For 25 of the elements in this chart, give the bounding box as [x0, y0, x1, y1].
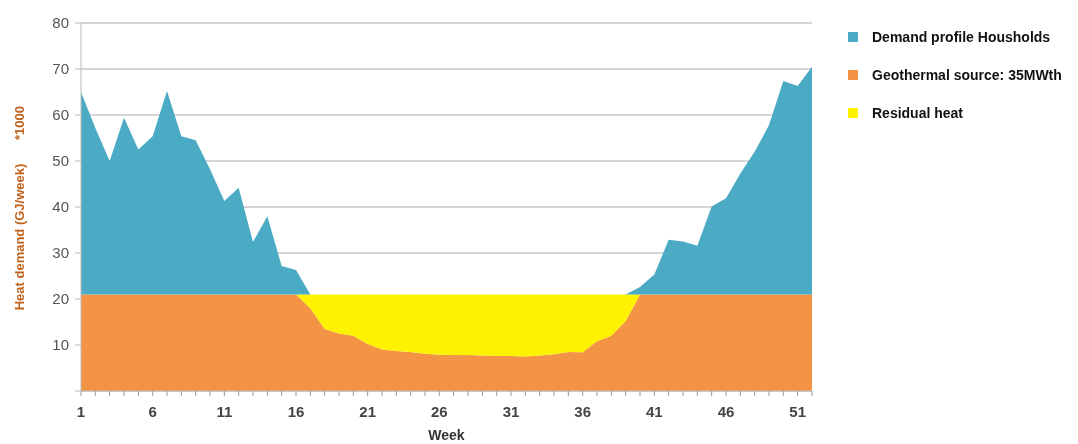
legend-label: Geothermal source: 35MWth [872, 66, 1062, 83]
x-tick-label: 51 [789, 403, 807, 420]
y-axis-title: Heat demand (GJ/week) [12, 163, 27, 311]
x-tick-label: 31 [502, 403, 520, 420]
x-tick-label: 26 [430, 403, 448, 420]
y-tick-label: 30 [52, 244, 69, 262]
x-tick-label: 41 [645, 403, 663, 420]
x-tick-label: 21 [359, 403, 377, 420]
y-tick-label: 40 [52, 198, 69, 216]
y-tick-label: 60 [52, 106, 69, 124]
x-tick-label: 6 [148, 403, 157, 420]
x-axis-title: Week [428, 427, 465, 443]
y-tick-label: 50 [52, 152, 69, 170]
x-tick-label: 11 [216, 403, 233, 420]
x-tick-label: 1 [76, 403, 86, 420]
text: *1000 [12, 106, 27, 140]
y-tick-label: 20 [52, 290, 69, 308]
y-tick-label: 70 [52, 60, 69, 78]
x-tick-label: 36 [574, 403, 592, 420]
legend-label: Residual heat [872, 104, 964, 121]
x-tick-label: 16 [287, 403, 305, 420]
legend-label: Demand profile Housholds [872, 28, 1051, 45]
x-tick-label: 46 [717, 403, 735, 420]
y-tick-label: 10 [52, 336, 69, 354]
y-tick-label: 80 [52, 14, 69, 32]
